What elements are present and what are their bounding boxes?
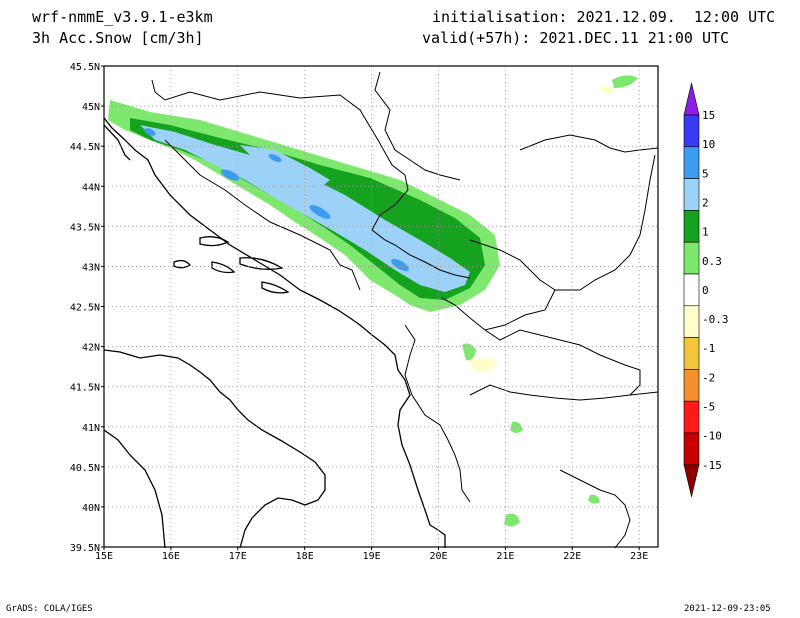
lat-tick-label: 39.5N [70,543,100,554]
legend-label: 0 [702,284,709,297]
lon-tick-label: 17E [229,551,247,562]
snow-spot-blue [268,153,282,163]
lat-axis: 45.5N 45N 44.5N 44N 43.5N 43N 42.5N 42N 41.5N 41N… [70,62,104,554]
lat-tick-label: 41.5N [70,383,100,394]
snow-spot-blue [144,128,156,136]
legend-arrow-bottom [683,464,700,497]
legend-label: -1 [702,342,715,355]
lon-tick-label: 18E [296,551,314,562]
snow-patch-light-green [510,421,523,433]
lon-tick-label: 21E [496,551,514,562]
albania-east-border [404,324,471,503]
valid-time: valid(+57h): 2021.DEC.11 21:00 UTC [422,29,730,47]
italy-inner-coast [103,429,166,549]
macedonia-border [484,329,641,396]
legend-label: -5 [702,401,715,414]
lon-tick-label: 16E [162,551,180,562]
snow-spot-blue [309,205,331,219]
legend-swatch [683,369,700,402]
legend-label: 15 [702,109,715,122]
lon-tick-label: 22E [563,551,581,562]
legend-label: 5 [702,167,709,180]
legend-swatch [683,114,700,148]
adriatic-east-coast [103,117,446,548]
legend-label: 0.3 [702,255,722,268]
legend-swatch [683,432,700,466]
legend-label: -15 [702,459,722,472]
italy-coast [103,349,326,549]
kosovo-border [441,239,556,331]
island-3 [173,259,191,269]
romania-border [519,134,659,153]
legend-label: 10 [702,138,715,151]
legend-swatch [683,337,700,370]
legend-swatch [683,210,700,243]
lon-tick-label: 19E [363,551,381,562]
color-legend: 15 10 5 2 1 0.3 0 -0.3 -1 -2 -5 -10 -15 [683,82,729,497]
snow-patch-light-green [504,513,520,527]
legend-swatch [683,305,700,338]
legend-label: 2 [702,196,709,209]
snow-core-light-blue [140,125,470,292]
serbia-montenegro-border [371,229,471,279]
snow-negative-patch [470,356,498,373]
lat-tick-label: 44N [82,182,100,193]
legend-swatch [683,241,700,275]
lat-tick-label: 40.5N [70,463,100,474]
lon-axis: 15E 16E 17E 18E 19E 20E 21E 22E 23E [95,547,648,562]
lon-tick-label: 20E [429,551,447,562]
legend-swatch [683,146,700,179]
lat-tick-label: 41N [82,423,100,434]
greece-north-border [469,384,659,401]
legend-label: -0.3 [702,313,729,326]
lat-tick-label: 40N [82,503,100,514]
istria-coast [103,124,131,161]
bulgaria-border [555,154,656,291]
island-4 [261,281,290,294]
border-layer [151,71,659,549]
footer-credit: GrADS: COLA/IGES [6,604,93,614]
model-title: wrf-nmmE_v3.9.1-e3km [32,8,213,26]
greece-coast [559,469,631,549]
coastline-layer [103,117,446,549]
snow-patch-light-green [612,75,638,88]
lat-tick-label: 43.5N [70,222,100,233]
legend-label: -10 [702,430,722,443]
lat-tick-label: 44.5N [70,142,100,153]
init-time: initialisation: 2021.12.09. 12:00 UTC [432,8,776,26]
snow-patch-light-green [462,343,476,361]
island-1 [199,236,230,247]
lat-tick-label: 45N [82,102,100,113]
footer-timestamp: 2021-12-09-23:05 [684,604,771,614]
legend-label: 1 [702,226,709,239]
legend-swatch [683,273,700,307]
lat-tick-label: 45.5N [70,62,100,73]
legend-arrow-top [683,82,700,116]
snow-patch-light-green [588,494,600,504]
lat-tick-label: 42N [82,343,100,354]
legend-label: -2 [702,371,715,384]
lon-tick-label: 23E [630,551,648,562]
snow-spot-blue [220,169,240,181]
lat-tick-label: 42.5N [70,303,100,314]
legend-swatch [683,178,700,211]
legend-swatch [683,400,700,434]
serbia-north [374,71,461,181]
lat-tick-label: 43N [82,262,100,273]
snow-spot-blue [391,258,409,272]
snow-negative-patch [600,85,614,94]
variable-title: 3h Acc.Snow [cm/3h] [32,29,204,47]
snow-field-layer [108,75,638,527]
grid-layer [104,66,658,547]
lon-tick-label: 15E [95,551,113,562]
island-5 [211,261,236,274]
croatia-bosnia-border [151,79,409,231]
snow-core-light-blue [240,145,330,188]
